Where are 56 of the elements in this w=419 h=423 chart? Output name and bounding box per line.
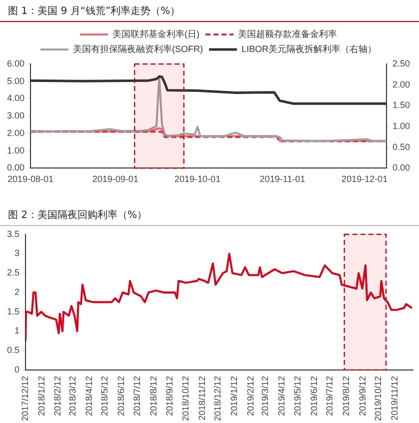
x-tick-label: 2018/8/12: [148, 376, 158, 416]
y2-tick-label: 0.50: [392, 142, 410, 152]
y-tick-label: 6.00: [6, 58, 25, 68]
x-tick-label: 2017/12/12: [20, 376, 30, 422]
y-tick-label: 3.5: [6, 228, 20, 239]
x-tick-label: 2019/4/12: [276, 376, 287, 416]
x-tick-label: 2019-10-01: [174, 174, 221, 184]
x-tick-label: 2019/10/12: [373, 376, 384, 422]
y-tick-label: 4.00: [6, 93, 25, 104]
y2-tick-label: 1.50: [392, 100, 410, 110]
y-tick-label: 1.00: [6, 145, 25, 156]
x-tick-label: 2018/11/12: [196, 376, 207, 420]
y-tick-label: 2.00: [6, 128, 25, 138]
legend-label: 美国联邦基金利率(日): [112, 28, 200, 39]
y-tick-label: 1: [14, 326, 20, 336]
y-tick-label: 0.5: [6, 345, 20, 356]
x-tick-label: 2018/10/12: [180, 376, 190, 422]
legend-label: LIBOR美元隔夜拆解利率（右轴）: [241, 44, 377, 54]
x-tick-label: 2018/12/12: [212, 376, 223, 422]
y2-tick-label: 0.00: [392, 162, 410, 173]
y-tick-label: 5.00: [6, 76, 25, 86]
y2-tick-label: 2.50: [392, 58, 410, 68]
y-tick-label: 3: [14, 248, 20, 258]
x-tick-label: 2019/1/12: [229, 376, 240, 416]
x-tick-label: 2018/9/12: [164, 376, 175, 416]
x-tick-label: 2019/9/12: [357, 376, 368, 416]
x-tick-label: 2019-08-01: [7, 174, 54, 184]
y2-tick-label: 2.00: [392, 79, 410, 90]
x-tick-label: 2018/4/12: [84, 376, 94, 416]
x-tick-label: 2018/1/12: [36, 376, 46, 416]
x-tick-label: 2019/11/12: [390, 376, 400, 420]
legend-label: 美国有担保隔夜融资利率(SOFR): [73, 44, 203, 54]
legend-label: 美国超额存款准备金利率: [238, 28, 337, 39]
y-tick-label: 1.5: [6, 306, 20, 316]
y-tick-label: 0: [14, 364, 20, 374]
x-tick-label: 2018/3/12: [68, 376, 78, 416]
x-tick-label: 2019/2/12: [245, 376, 256, 416]
chart-title: 图 2：美国隔夜回购利率（%）: [0, 204, 419, 226]
x-tick-label: 2019-12-01: [342, 174, 388, 184]
x-tick-label: 2019-09-01: [92, 174, 138, 184]
x-tick-label: 2018/7/12: [132, 376, 142, 416]
y2-tick-label: 1.00: [392, 121, 410, 132]
y-tick-label: 3.00: [6, 110, 25, 121]
x-tick-label: 2018/2/12: [52, 376, 63, 416]
y-tick-label: 0.00: [6, 162, 25, 173]
x-tick-label: 2019-11-01: [260, 174, 306, 184]
y-tick-label: 2: [14, 286, 20, 297]
y-tick-label: 2.5: [6, 268, 20, 278]
x-tick-label: 2019/8/12: [340, 376, 351, 416]
x-tick-label: 2018/5/12: [100, 376, 110, 416]
x-tick-label: 2019/3/12: [260, 376, 270, 416]
x-tick-label: 2018/6/12: [116, 376, 126, 416]
x-tick-label: 2019/6/12: [308, 376, 319, 416]
chart-title: 图 1：美国 9 月“钱荒”利率走势（%）: [0, 0, 419, 22]
x-tick-label: 2019/5/12: [292, 376, 302, 416]
x-tick-label: 2019/7/12: [324, 376, 335, 416]
